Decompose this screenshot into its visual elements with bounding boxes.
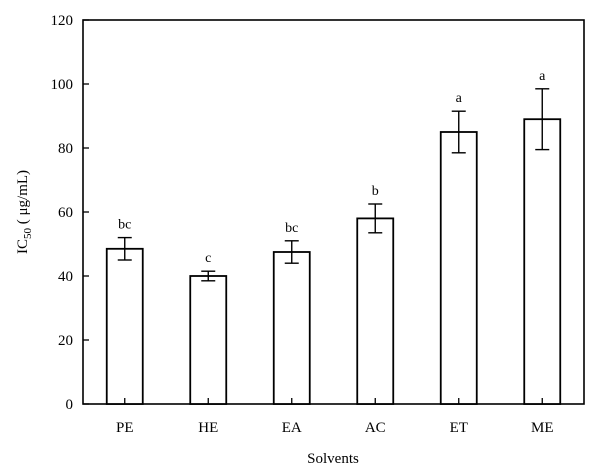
x-tick-label: ET (450, 420, 468, 436)
x-tick-label: AC (365, 420, 386, 436)
y-tick-label: 80 (58, 141, 73, 157)
significance-label: a (539, 69, 546, 84)
significance-label: a (456, 91, 463, 106)
y-tick-label: 120 (51, 13, 74, 29)
x-axis-title: Solvents (307, 451, 359, 467)
bar-et (439, 131, 478, 405)
y-axis-title-prefix: IC (15, 239, 31, 254)
x-axis-ticks: PE HE EA AC ET ME (116, 398, 554, 436)
y-tick-label: 0 (66, 397, 74, 413)
y-axis-title-suffix: ( μg/mL) (15, 170, 31, 228)
significance-label: bc (118, 218, 131, 233)
significance-label: bc (285, 221, 298, 236)
bar-ac (356, 217, 395, 405)
y-axis-title: IC50 ( μg/mL) (15, 170, 34, 254)
significance-label: b (372, 184, 379, 199)
bar-he (189, 275, 228, 405)
significance-label: c (205, 251, 211, 266)
x-tick-label: EA (282, 420, 302, 436)
y-axis-ticks: 0 20 40 60 80 100 120 (51, 13, 89, 413)
bar-ea (272, 251, 311, 405)
y-tick-label: 20 (58, 333, 73, 349)
y-tick-label: 40 (58, 269, 73, 285)
error-bars-group (117, 88, 550, 282)
x-tick-label: HE (198, 420, 218, 436)
x-tick-label: PE (116, 420, 134, 436)
y-tick-label: 100 (51, 77, 74, 93)
bars-group (105, 118, 562, 405)
plot-frame (82, 19, 585, 405)
y-axis-title-subscript: 50 (22, 228, 34, 240)
bar-me (523, 118, 562, 405)
x-tick-label: ME (531, 420, 554, 436)
significance-labels-group: bc c bc b a a (118, 69, 546, 266)
bar-pe (105, 247, 144, 405)
y-tick-label: 60 (58, 205, 73, 221)
